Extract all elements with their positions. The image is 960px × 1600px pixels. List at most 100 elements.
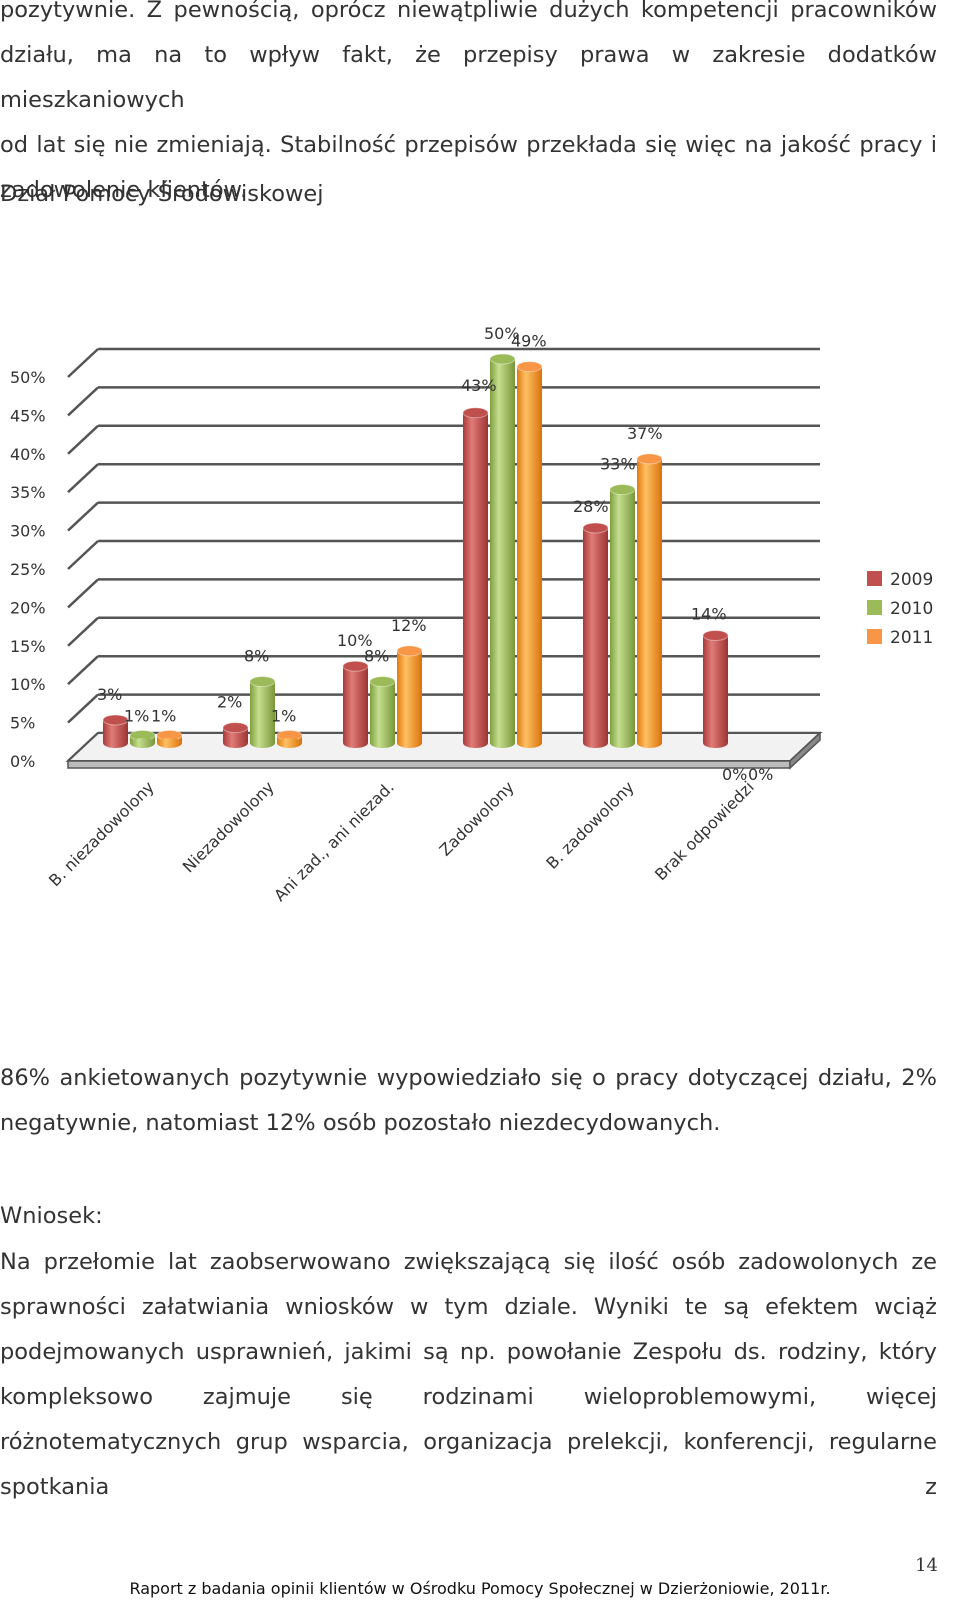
data-labels: 3%1% 1%2%8%1%10%8%12%43%50%49%28%33%37%14… [97,324,773,784]
data-label: 49% [511,332,547,351]
gridline-side [67,348,99,378]
chart-svg: 0% 5% 10% 15% 20% 25% 30% 35% 40% 45% 50% 3% 1% 1% 2%… [10,324,933,905]
bar-cap [342,660,369,672]
floor-edge [67,760,791,769]
x-tick-label: Niezadowolony [179,777,278,876]
gridline-side [67,578,99,609]
x-tick-label: B. zadowolony [542,777,637,872]
bar [517,366,542,743]
bar-cap [489,353,516,365]
legend-label: 2011 [890,628,933,648]
data-label: 28% [573,497,609,516]
y-tick-label: 20% [10,598,46,617]
data-label: 14% [691,604,727,623]
bar [463,412,488,743]
y-tick-label: 25% [10,560,46,579]
data-label: 10% [337,631,373,650]
bar-cap [396,645,423,657]
bar-base [517,738,542,748]
bar [397,650,422,743]
bar-cap [636,453,663,465]
bar-base [703,738,728,748]
gridline-side [67,463,99,494]
bar-cap [102,714,129,726]
bar-base [637,738,662,748]
x-tick-label: B. niezadowolony [45,777,158,890]
bar [583,527,608,743]
bar [343,666,368,743]
bar-cap [516,361,543,373]
section-title: Dział Pomocy Środowiskowej [0,181,324,207]
bar-cap [369,676,396,688]
data-label: 0% [748,765,773,784]
bar-base [250,738,275,748]
y-tick-label: 15% [10,637,46,656]
y-tick-label: 45% [10,406,46,425]
bar-cap [249,676,276,688]
gridline-side [67,501,99,532]
summary-paragraph: 86% ankietowanych pozytywnie wypowiedzia… [0,1065,937,1136]
bar-cap [222,722,249,734]
y-tick-label: 0% [10,752,35,771]
legend-swatch [867,600,882,615]
legend-label: 2010 [890,599,933,619]
intro-line: pozytywnie. Z pewnością, oprócz niewątpl… [0,0,937,23]
intro-line: działu, ma na to wpływ fakt, że przepisy… [0,42,937,113]
y-tick-label: 10% [10,675,46,694]
data-label: 1% [271,706,296,725]
bars [102,353,729,748]
y-tick-label: 30% [10,522,46,541]
page-number: 14 [915,1555,938,1576]
data-label: 8% [244,647,269,666]
bar-base [343,738,368,748]
y-tick-label: 35% [10,483,46,502]
bar [103,719,128,743]
legend: 2009 2010 2011 [867,570,933,648]
gridline-side [67,424,99,455]
bar-cap [462,407,489,419]
bar-base [157,738,182,748]
bar [703,635,728,743]
conclusion-paragraph: Na przełomie lat zaobserwowano zwiększaj… [0,1249,937,1500]
x-tick-label: Zadowolony [435,777,517,859]
gridline-side [67,693,99,724]
bar [490,359,515,743]
page-footer: Raport z badania opinii klientów w Ośrod… [129,1579,831,1598]
intro-paragraph: pozytywnie. Z pewnością, oprócz niewątpl… [0,0,937,213]
data-label: 33% [600,455,636,474]
data-label: 12% [391,616,427,635]
gridline-side [67,540,99,570]
data-label: 50% [484,324,520,343]
bar [250,681,275,743]
bar-cap [702,629,729,641]
bar-base [223,738,248,748]
intro-line: od lat się nie zmieniają. Stabilność prz… [0,132,937,158]
data-label: 3% [97,685,122,704]
legend-label: 2009 [890,570,933,590]
data-label: 0% [722,765,747,784]
bar-base [490,738,515,748]
bar-base [277,738,302,748]
bar-chart: 0% 5% 10% 15% 20% 25% 30% 35% 40% 45% 50% 3% 1% 1% 2%… [0,318,960,938]
gridline-side [67,616,99,647]
data-label: 1% [151,706,176,725]
legend-swatch [867,571,882,586]
bar [637,458,662,743]
y-tick-label: 50% [10,368,46,387]
y-tick-label: 5% [10,714,35,733]
y-tick-label: 40% [10,445,46,464]
conclusion-label: Wniosek: [0,1203,103,1229]
data-label: 37% [627,424,663,443]
data-label: 8% [364,647,389,666]
intro-line: zadowolenie klientów. [0,177,248,203]
bar-base [130,738,155,748]
bar-cap [609,484,636,496]
gridline-side [67,386,99,417]
gridline-side [67,655,99,686]
bar [610,489,635,743]
bar-base [370,738,395,748]
data-label: 2% [217,693,242,712]
y-axis-ticks: 0% 5% 10% 15% 20% 25% 30% 35% 40% 45% 50% [10,368,46,771]
bar-base [583,738,608,748]
